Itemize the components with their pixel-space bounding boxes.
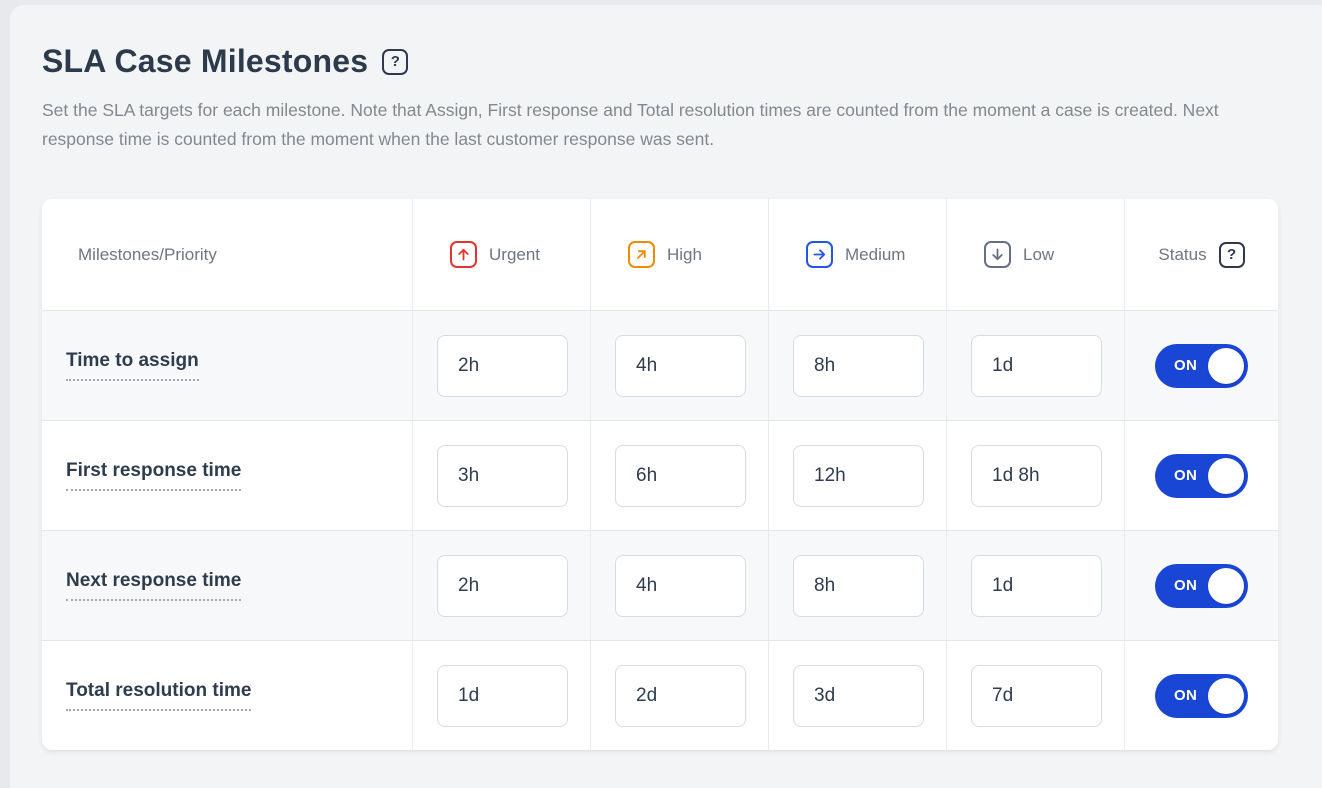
- sla-input-total-resolution-medium[interactable]: [793, 664, 924, 727]
- sla-input-assign-high[interactable]: [615, 334, 746, 397]
- status-cell: ON: [1125, 421, 1278, 530]
- toggle-knob: [1208, 567, 1244, 604]
- sla-value-cell: [591, 421, 769, 530]
- sla-input-next-response-low[interactable]: [971, 554, 1102, 617]
- sla-input-assign-low[interactable]: [971, 334, 1102, 397]
- milestone-label-next-response-time[interactable]: Next response time: [66, 570, 242, 601]
- status-toggle-first-response-time[interactable]: ON: [1155, 453, 1248, 498]
- page-description: Set the SLA targets for each milestone. …: [42, 100, 1219, 149]
- milestone-label-first-response-time[interactable]: First response time: [66, 460, 242, 491]
- column-header-status: Status ?: [1125, 199, 1278, 310]
- milestone-cell: Total resolution time: [42, 641, 413, 750]
- sla-input-total-resolution-urgent[interactable]: [437, 664, 568, 727]
- status-cell: ON: [1125, 531, 1278, 640]
- sla-input-total-resolution-high[interactable]: [615, 664, 746, 727]
- arrow-up-right-icon: [628, 241, 655, 268]
- sla-input-first-response-urgent[interactable]: [437, 444, 568, 507]
- status-toggle-time-to-assign[interactable]: ON: [1155, 343, 1248, 388]
- status-cell: ON: [1125, 311, 1278, 420]
- toggle-knob: [1208, 677, 1244, 714]
- sla-value-cell: [947, 531, 1125, 640]
- toggle-on-label: ON: [1174, 577, 1198, 594]
- toggle-knob: [1208, 347, 1244, 384]
- column-header-milestones: Milestones/Priority: [42, 199, 413, 310]
- column-header-urgent: Urgent: [413, 199, 591, 310]
- sla-value-cell: [413, 421, 591, 530]
- table-row: Time to assign ON: [42, 310, 1278, 420]
- page-title-help-icon[interactable]: ?: [382, 48, 409, 75]
- sla-value-cell: [413, 311, 591, 420]
- sla-input-next-response-urgent[interactable]: [437, 554, 568, 617]
- column-header-low: Low: [947, 199, 1125, 310]
- toggle-on-label: ON: [1174, 357, 1198, 374]
- table-header-row: Milestones/Priority Urgent High Medium: [42, 199, 1278, 310]
- column-header-label: Medium: [845, 244, 906, 264]
- settings-page: SLA Case Milestones ? Set the SLA target…: [10, 5, 1322, 788]
- toggle-knob: [1208, 457, 1244, 494]
- table-row: Next response time ON: [42, 530, 1278, 640]
- sla-value-cell: [947, 641, 1125, 750]
- milestone-label-total-resolution-time[interactable]: Total resolution time: [66, 680, 252, 711]
- sla-value-cell: [413, 641, 591, 750]
- column-header-medium: Medium: [769, 199, 947, 310]
- status-cell: ON: [1125, 641, 1278, 750]
- sla-input-first-response-high[interactable]: [615, 444, 746, 507]
- page-header: SLA Case Milestones ?: [42, 43, 1290, 80]
- sla-value-cell: [769, 421, 947, 530]
- arrow-down-icon: [984, 241, 1011, 268]
- sla-value-cell: [591, 641, 769, 750]
- page-title: SLA Case Milestones: [42, 43, 369, 79]
- column-header-label: Low: [1023, 244, 1055, 264]
- status-toggle-total-resolution-time[interactable]: ON: [1155, 673, 1248, 718]
- sla-input-next-response-medium[interactable]: [793, 554, 924, 617]
- sla-input-assign-urgent[interactable]: [437, 334, 568, 397]
- sla-value-cell: [591, 311, 769, 420]
- milestone-cell: First response time: [42, 421, 413, 530]
- sla-input-first-response-medium[interactable]: [793, 444, 924, 507]
- toggle-on-label: ON: [1174, 467, 1198, 484]
- table-row: First response time ON: [42, 420, 1278, 530]
- column-header-label: Urgent: [489, 244, 541, 264]
- milestone-label-time-to-assign[interactable]: Time to assign: [66, 350, 199, 381]
- column-header-high: High: [591, 199, 769, 310]
- arrow-up-icon: [450, 241, 477, 268]
- sla-value-cell: [947, 311, 1125, 420]
- sla-input-next-response-high[interactable]: [615, 554, 746, 617]
- column-header-label: Status: [1158, 244, 1207, 264]
- sla-input-first-response-low[interactable]: [971, 444, 1102, 507]
- toggle-on-label: ON: [1174, 687, 1198, 704]
- table-row: Total resolution time ON: [42, 640, 1278, 750]
- sla-value-cell: [769, 311, 947, 420]
- sla-value-cell: [947, 421, 1125, 530]
- sla-value-cell: [591, 531, 769, 640]
- sla-input-assign-medium[interactable]: [793, 334, 924, 397]
- sla-value-cell: [413, 531, 591, 640]
- column-header-label: High: [667, 244, 702, 264]
- sla-value-cell: [769, 531, 947, 640]
- milestone-cell: Time to assign: [42, 311, 413, 420]
- column-header-label: Milestones/Priority: [78, 244, 217, 264]
- arrow-right-icon: [806, 241, 833, 268]
- status-help-icon[interactable]: ?: [1218, 241, 1245, 268]
- milestone-cell: Next response time: [42, 531, 413, 640]
- sla-milestones-table: Milestones/Priority Urgent High Medium: [42, 199, 1278, 750]
- status-toggle-next-response-time[interactable]: ON: [1155, 563, 1248, 608]
- sla-value-cell: [769, 641, 947, 750]
- sla-input-total-resolution-low[interactable]: [971, 664, 1102, 727]
